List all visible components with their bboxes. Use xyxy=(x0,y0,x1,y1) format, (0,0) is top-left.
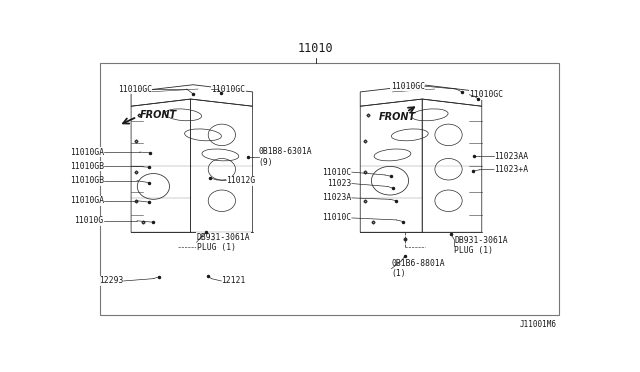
Text: 11010GB: 11010GB xyxy=(70,162,104,171)
Text: 11023AA: 11023AA xyxy=(494,152,528,161)
Text: J11001M6: J11001M6 xyxy=(519,321,556,330)
Text: DB931-3061A
PLUG (1): DB931-3061A PLUG (1) xyxy=(196,232,250,252)
Text: 11010GC: 11010GC xyxy=(469,90,504,99)
Text: 11010GC: 11010GC xyxy=(118,84,152,93)
Text: 11010G: 11010G xyxy=(74,216,104,225)
Text: 11023+A: 11023+A xyxy=(494,165,528,174)
Text: 11010C: 11010C xyxy=(323,214,352,222)
Text: 11010: 11010 xyxy=(298,42,333,55)
Text: 0B1B6-8801A
(1): 0B1B6-8801A (1) xyxy=(392,259,445,278)
Bar xyxy=(100,63,559,315)
Text: 11010GB: 11010GB xyxy=(70,176,104,185)
Text: 11010GC: 11010GC xyxy=(211,84,246,93)
Text: 11012G: 11012G xyxy=(227,176,255,185)
Text: 11010GC: 11010GC xyxy=(390,82,425,91)
Text: 11010GA: 11010GA xyxy=(70,196,104,205)
Text: 11023: 11023 xyxy=(328,179,352,188)
Text: 12121: 12121 xyxy=(221,276,246,285)
Text: 12293: 12293 xyxy=(99,276,124,285)
Text: FRONT: FRONT xyxy=(379,112,416,122)
Text: 11023A: 11023A xyxy=(323,193,352,202)
Text: DB931-3061A
PLUG (1): DB931-3061A PLUG (1) xyxy=(454,236,508,256)
Text: 11010C: 11010C xyxy=(323,168,352,177)
Text: 0B1B8-6301A
(9): 0B1B8-6301A (9) xyxy=(259,147,312,167)
Text: FRONT: FRONT xyxy=(140,110,177,120)
Text: 11010GA: 11010GA xyxy=(70,148,104,157)
